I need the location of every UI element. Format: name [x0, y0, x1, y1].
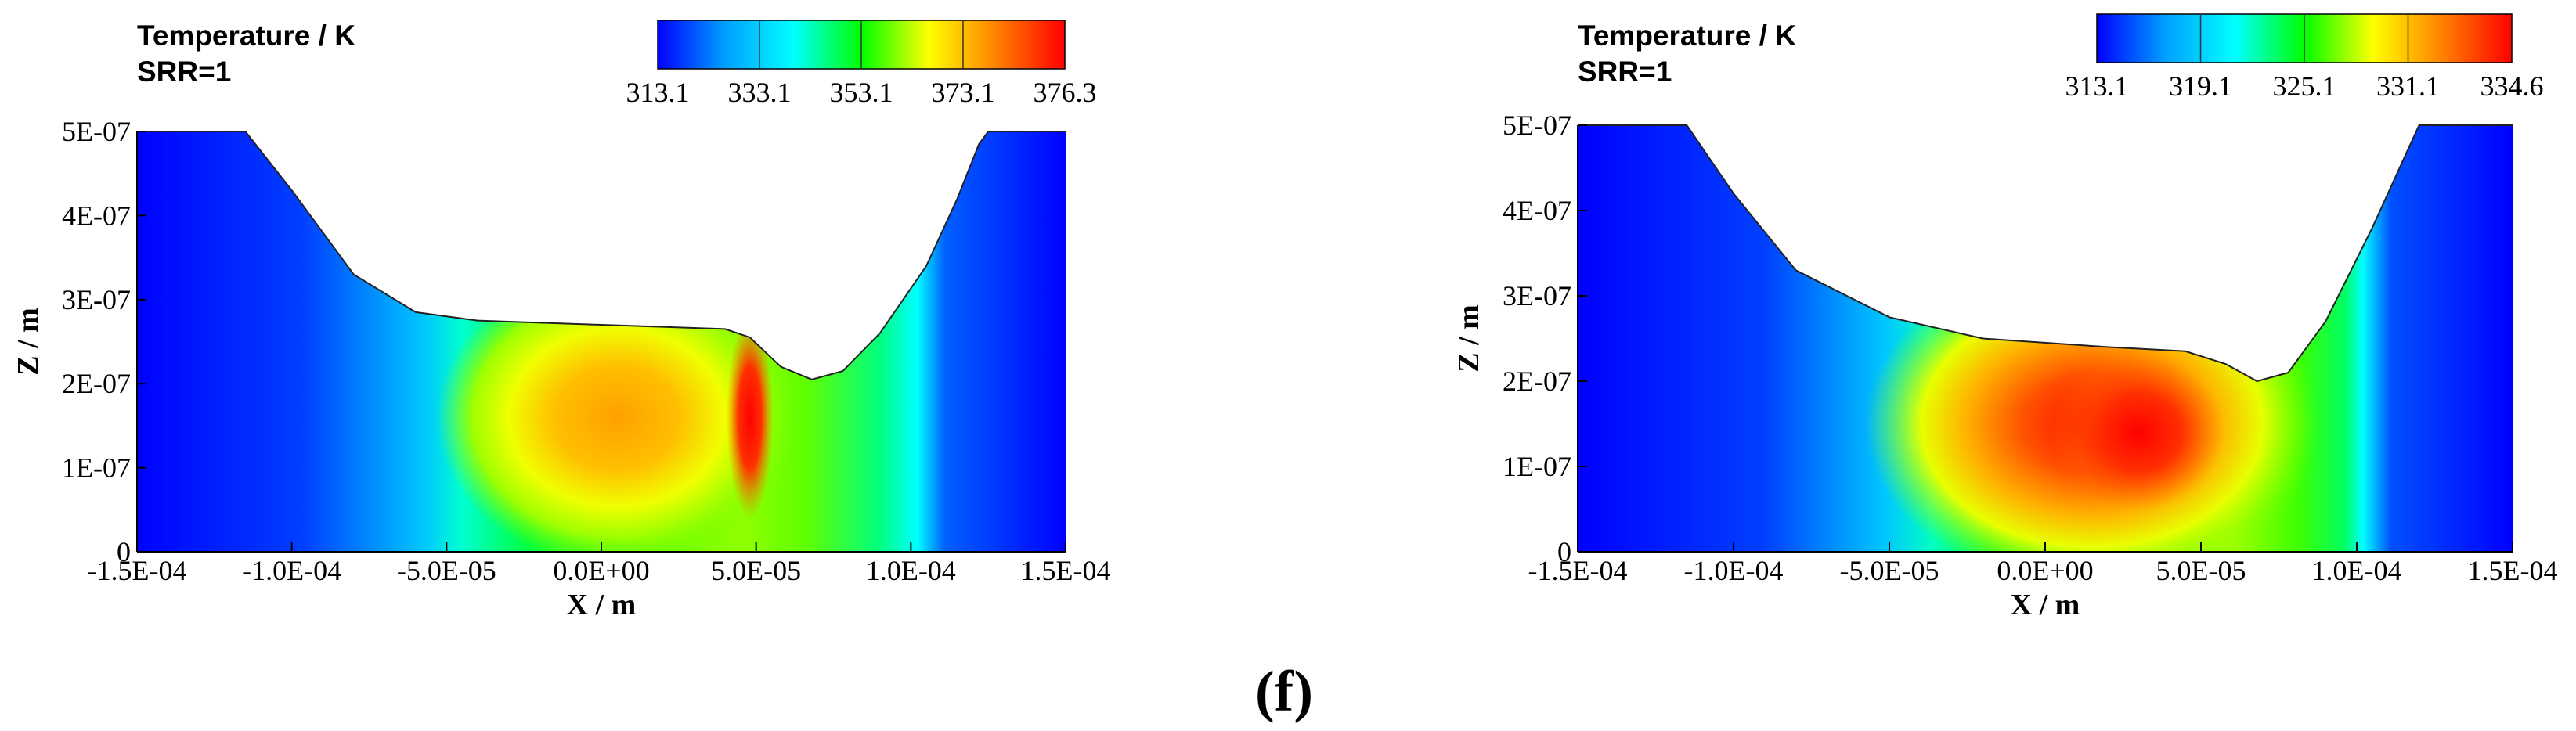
peak-temperature-zone — [726, 315, 774, 520]
y-tick-label: 0 — [117, 536, 131, 567]
x-tick-label: -1.0E-04 — [242, 555, 341, 586]
hot-zone — [436, 268, 797, 552]
colorbar-tick-label: 331.1 — [2376, 70, 2440, 102]
colorbar-tick-label: 325.1 — [2273, 70, 2336, 102]
surface-profile-line — [1578, 124, 2513, 383]
colorbar-tick-label: 376.3 — [1034, 77, 1097, 108]
colorbar-tick-label: 313.1 — [626, 77, 690, 108]
y-tick-label: 0 — [1557, 536, 1571, 567]
x-tick-label: 5.0E-05 — [711, 555, 801, 586]
y-tick-label: 4E-07 — [1503, 195, 1571, 226]
temperature-field — [1578, 125, 2513, 552]
legend-title: Temperature / K — [137, 20, 355, 52]
y-tick-label: 5E-07 — [1503, 110, 1571, 141]
y-tick-label: 2E-07 — [62, 368, 131, 399]
surface-profile-line — [137, 131, 1066, 380]
y-tick-label: 1E-07 — [62, 452, 131, 484]
x-tick-label: 0.0E+00 — [1997, 555, 2093, 586]
temperature-field — [137, 131, 1066, 552]
y-axis-label: Z / m — [1452, 304, 1485, 373]
legend-subtitle: SRR=1 — [137, 56, 231, 88]
x-tick-label: 1.0E-04 — [866, 555, 956, 586]
figure-label: (f) — [1255, 660, 1313, 724]
temperature-plot-right: -1.5E-04 -1.0E-04 -5.0E-05 0.0E+00 5.0E-05 1.… — [1452, 13, 2558, 621]
legend-title: Temperature / K — [1578, 20, 1796, 52]
y-tick-label: 3E-07 — [62, 284, 131, 315]
legend-subtitle: SRR=1 — [1578, 56, 1672, 88]
x-axis-label: X / m — [567, 589, 637, 621]
x-tick-label: -5.0E-05 — [1840, 555, 1939, 586]
x-tick-label: -1.5E-04 — [1528, 555, 1628, 586]
temperature-plot-left: -1.5E-04 -1.0E-04 -5.0E-05 0.0E+00 5.0E-05 1.… — [12, 20, 1111, 621]
x-tick-label: 1.5E-04 — [2468, 555, 2558, 586]
x-tick-label: 1.5E-04 — [1021, 555, 1111, 586]
y-axis-label: Z / m — [12, 308, 45, 376]
y-tick-label: 1E-07 — [1503, 451, 1571, 482]
x-tick-label: -1.5E-04 — [88, 555, 187, 586]
colorbar-tick-label: 353.1 — [830, 77, 893, 108]
peak-temperature-zone — [2052, 354, 2225, 511]
x-tick-label: 5.0E-05 — [2156, 555, 2246, 586]
x-axis-label: X / m — [2011, 589, 2080, 621]
colorbar-tick-label: 319.1 — [2169, 70, 2232, 102]
x-tick-label: -1.0E-04 — [1684, 555, 1784, 586]
x-tick-label: -5.0E-05 — [397, 555, 496, 586]
y-tick-label: 3E-07 — [1503, 280, 1571, 311]
colorbar-tick-label: 373.1 — [932, 77, 995, 108]
x-tick-label: 0.0E+00 — [553, 555, 649, 586]
y-tick-label: 2E-07 — [1503, 366, 1571, 397]
colorbar-tick-label: 333.1 — [728, 77, 792, 108]
y-tick-label: 4E-07 — [62, 200, 131, 231]
colorbar-tick-label: 334.6 — [2480, 70, 2544, 102]
x-tick-label: 1.0E-04 — [2312, 555, 2402, 586]
y-tick-label: 5E-07 — [62, 116, 131, 147]
colorbar-tick-label: 313.1 — [2065, 70, 2129, 102]
